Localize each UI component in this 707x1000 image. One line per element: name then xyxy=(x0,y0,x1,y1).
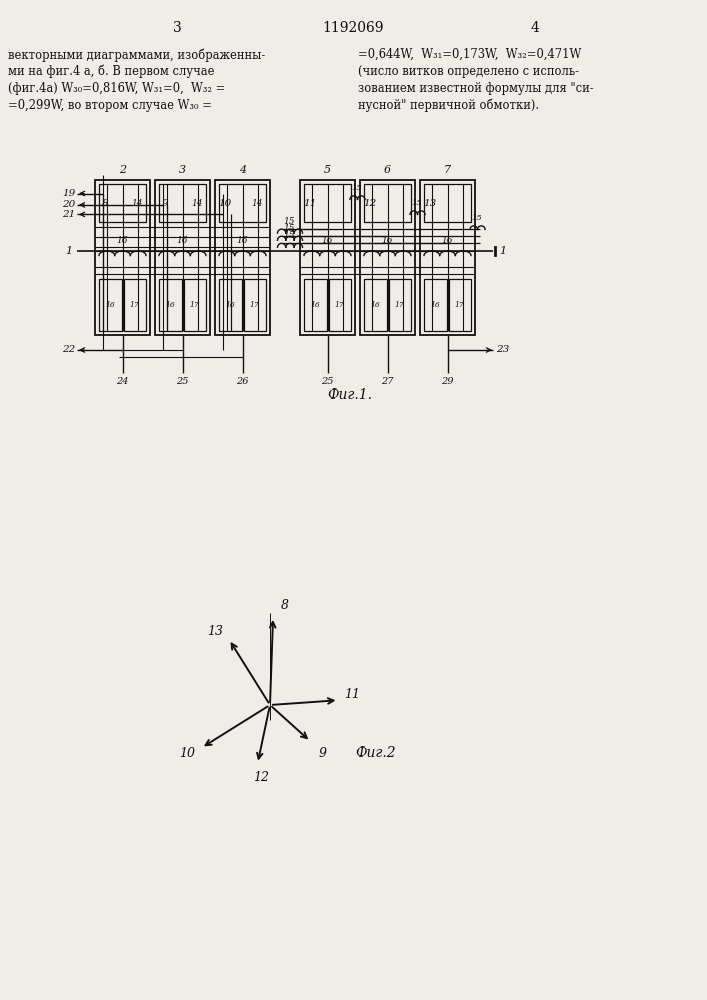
Text: векторными диаграммами, изображенны-: векторными диаграммами, изображенны- xyxy=(8,48,265,62)
Text: 11: 11 xyxy=(344,688,361,701)
Text: 16: 16 xyxy=(165,301,175,309)
Text: =0,644W,  W₃₁=0,173W,  W₃₂=0,471W: =0,644W, W₃₁=0,173W, W₃₂=0,471W xyxy=(358,48,581,61)
Text: 16: 16 xyxy=(226,301,235,309)
Bar xyxy=(360,180,415,335)
Text: 16: 16 xyxy=(105,301,115,309)
Text: 16: 16 xyxy=(382,236,393,245)
Text: 12: 12 xyxy=(363,198,377,208)
Text: 3: 3 xyxy=(179,165,186,175)
Text: 10: 10 xyxy=(180,747,195,760)
Text: 9: 9 xyxy=(319,747,327,760)
Text: Фиг.2: Фиг.2 xyxy=(355,746,396,760)
Text: 16: 16 xyxy=(370,301,380,309)
Text: 17: 17 xyxy=(395,301,404,309)
Bar xyxy=(99,184,146,222)
Text: 17: 17 xyxy=(335,301,344,309)
Bar xyxy=(219,184,266,222)
Text: 27: 27 xyxy=(381,376,394,385)
Text: 17: 17 xyxy=(455,301,464,309)
Text: 26: 26 xyxy=(236,376,249,385)
Text: 14: 14 xyxy=(252,198,263,208)
Text: Фиг.1.: Фиг.1. xyxy=(327,388,373,402)
Text: 3: 3 xyxy=(173,21,182,35)
Text: 14: 14 xyxy=(192,198,203,208)
Bar xyxy=(304,184,351,222)
Text: 16: 16 xyxy=(322,236,333,245)
Text: ми на фиг.4 а, б. В первом случае: ми на фиг.4 а, б. В первом случае xyxy=(8,65,214,79)
Text: 25: 25 xyxy=(176,376,189,385)
Bar xyxy=(159,184,206,222)
Text: 29: 29 xyxy=(441,376,454,385)
Text: 2: 2 xyxy=(119,165,126,175)
Text: 17: 17 xyxy=(130,301,139,309)
Bar xyxy=(159,279,182,331)
Text: 12: 12 xyxy=(254,771,269,784)
Text: 10: 10 xyxy=(218,198,232,208)
Text: 13: 13 xyxy=(423,198,437,208)
Text: 16: 16 xyxy=(177,236,188,245)
Text: 24: 24 xyxy=(116,376,129,385)
Bar xyxy=(124,279,146,331)
Bar xyxy=(424,184,471,222)
Bar xyxy=(219,279,242,331)
Bar xyxy=(364,279,387,331)
Text: 15: 15 xyxy=(284,217,296,226)
Text: 15: 15 xyxy=(351,184,363,192)
Text: 6: 6 xyxy=(384,165,391,175)
Text: 1192069: 1192069 xyxy=(322,21,384,35)
Text: 4: 4 xyxy=(530,21,539,35)
Text: 1: 1 xyxy=(499,245,506,255)
Text: 16: 16 xyxy=(431,301,440,309)
Text: 5: 5 xyxy=(324,165,331,175)
Bar xyxy=(389,279,411,331)
Text: (фиг.4а) W₃₀=0,816W, W₃₁=0,  W₃₂ =: (фиг.4а) W₃₀=0,816W, W₃₁=0, W₃₂ = xyxy=(8,82,226,95)
Text: 16: 16 xyxy=(442,236,453,245)
Text: 16: 16 xyxy=(237,236,248,245)
Text: 16: 16 xyxy=(310,301,320,309)
Text: нусной" первичной обмотки).: нусной" первичной обмотки). xyxy=(358,99,539,112)
Bar xyxy=(243,279,266,331)
Bar xyxy=(424,279,447,331)
Text: 11: 11 xyxy=(303,198,317,208)
Text: 20: 20 xyxy=(62,200,76,209)
Text: 25: 25 xyxy=(321,376,334,385)
Text: 7: 7 xyxy=(444,165,451,175)
Bar xyxy=(184,279,206,331)
Bar xyxy=(304,279,327,331)
Text: 15: 15 xyxy=(284,224,296,233)
Text: 8: 8 xyxy=(102,198,108,208)
Bar xyxy=(329,279,351,331)
Text: 15: 15 xyxy=(284,231,296,240)
Text: 17: 17 xyxy=(190,301,199,309)
Text: =0,299W, во втором случае W₃₀ =: =0,299W, во втором случае W₃₀ = xyxy=(8,99,212,112)
Bar xyxy=(300,180,355,335)
Bar xyxy=(420,180,475,335)
Text: 15: 15 xyxy=(411,199,422,207)
Text: 17: 17 xyxy=(250,301,259,309)
Text: зованием известной формулы для "си-: зованием известной формулы для "си- xyxy=(358,82,594,95)
Text: 15: 15 xyxy=(472,214,482,222)
Bar xyxy=(448,279,471,331)
Text: 22: 22 xyxy=(62,346,76,355)
Bar xyxy=(364,184,411,222)
Text: 8: 8 xyxy=(281,599,289,612)
Text: 4: 4 xyxy=(239,165,246,175)
Text: 13: 13 xyxy=(207,625,223,638)
Text: 16: 16 xyxy=(117,236,128,245)
Bar xyxy=(95,180,150,335)
Bar xyxy=(99,279,122,331)
Text: 19: 19 xyxy=(62,189,76,198)
Text: 21: 21 xyxy=(62,210,76,219)
Text: 9: 9 xyxy=(162,198,168,208)
Bar xyxy=(155,180,210,335)
Text: (число витков определено с исполь-: (число витков определено с исполь- xyxy=(358,65,579,78)
Text: 1: 1 xyxy=(66,245,73,255)
Text: 14: 14 xyxy=(132,198,143,208)
Bar xyxy=(215,180,270,335)
Text: 23: 23 xyxy=(496,346,510,355)
